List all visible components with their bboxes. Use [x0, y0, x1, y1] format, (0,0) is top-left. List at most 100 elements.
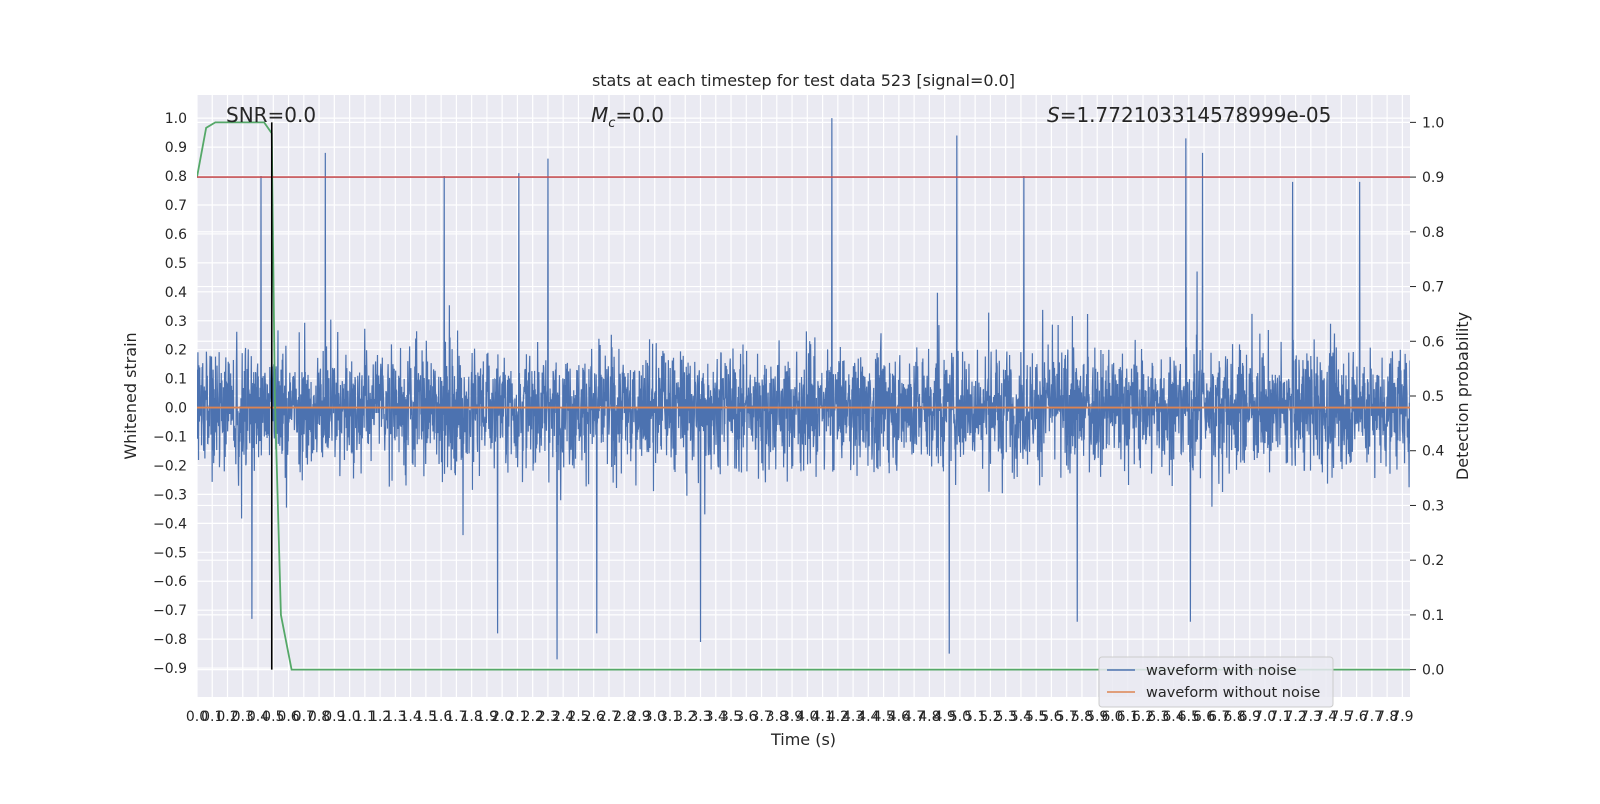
x-tick-label: 3.2 [674, 709, 696, 725]
y2-tick-label: 0.6 [1422, 334, 1444, 350]
annotation-mc-value: =0.0 [615, 103, 664, 127]
x-tick-label: 1.6 [430, 709, 452, 725]
annotation-s-value: =1.772103314578999e-05 [1060, 103, 1332, 127]
x-axis-label: Time (s) [770, 730, 836, 749]
annotation-s-symbol: S [1047, 103, 1060, 127]
x-tick-label: 2.8 [613, 709, 635, 725]
series-waveform-with-noise [197, 118, 1410, 660]
x-tick-label: 0.9 [323, 709, 345, 725]
y-tick-label: −0.8 [153, 632, 187, 648]
x-tick-label: 1.0 [338, 709, 360, 725]
x-tick-label: 7.8 [1376, 709, 1398, 725]
y-tick-label: −0.6 [153, 574, 187, 590]
x-tick-label: 0.4 [247, 709, 269, 725]
x-tick-label: 5.3 [995, 709, 1017, 725]
x-tick-label: 0.6 [277, 709, 299, 725]
x-tick-label: 4.0 [796, 709, 818, 725]
series-line-waveform-with-noise [197, 118, 1410, 660]
y-tick-label: −0.3 [153, 487, 187, 503]
x-tick-label: 4.9 [934, 709, 956, 725]
legend: waveform with noise waveform without noi… [1098, 656, 1334, 708]
x-tick-label: 7.7 [1361, 709, 1383, 725]
x-tick-label: 2.7 [598, 709, 620, 725]
y-tick-label: 0.0 [165, 401, 187, 417]
y2-tick-label: 1.0 [1422, 115, 1444, 131]
x-tick-label: 2.3 [537, 709, 559, 725]
x-tick-label: 0.8 [308, 709, 330, 725]
x-tick-label: 4.4 [857, 709, 879, 725]
x-tick-label: 5.9 [1086, 709, 1108, 725]
detection-probability-line [197, 121, 1410, 671]
x-tick-label: 0.2 [216, 709, 238, 725]
x-tick-label: 5.2 [979, 709, 1001, 725]
axes: 0.00.10.20.30.40.50.60.70.80.91.01.11.21… [153, 111, 1444, 725]
x-tick-label: 4.8 [918, 709, 940, 725]
x-tick-label: 6.4 [1162, 709, 1184, 725]
y-tick-label: −0.7 [153, 603, 187, 619]
legend-entry-waveform-without-noise: waveform without noise [1146, 685, 1320, 701]
annotation-snr: SNR=0.0 [226, 103, 316, 127]
y-tick-label: 0.4 [165, 285, 187, 301]
x-tick-label: 0.3 [232, 709, 254, 725]
x-tick-label: 6.3 [1147, 709, 1169, 725]
y-tick-label: −0.5 [153, 545, 187, 561]
x-tick-label: 2.0 [491, 709, 513, 725]
annotation-chirp-mass: Mc=0.0 [591, 103, 664, 131]
x-tick-label: 2.5 [567, 709, 589, 725]
x-tick-label: 4.2 [827, 709, 849, 725]
overlay-lines [197, 121, 1410, 671]
x-tick-label: 6.1 [1117, 709, 1139, 725]
x-tick-label: 2.4 [552, 709, 574, 725]
x-tick-label: 7.4 [1315, 709, 1337, 725]
y2-tick-label: 0.3 [1422, 498, 1444, 514]
x-tick-label: 3.1 [659, 709, 681, 725]
y-tick-label: 0.8 [165, 169, 187, 185]
x-tick-label: 1.4 [399, 709, 421, 725]
x-tick-label: 2.2 [522, 709, 544, 725]
x-tick-label: 6.8 [1223, 709, 1245, 725]
x-tick-label: 6.9 [1239, 709, 1261, 725]
x-tick-label: 5.0 [949, 709, 971, 725]
y-tick-label: 0.9 [165, 140, 187, 156]
y-axis-label: Whitened strain [121, 332, 140, 459]
x-tick-label: 3.4 [705, 709, 727, 725]
x-tick-label: 7.5 [1330, 709, 1352, 725]
x-tick-label: 1.7 [445, 709, 467, 725]
x-tick-label: 3.9 [781, 709, 803, 725]
x-tick-label: 7.0 [1254, 709, 1276, 725]
y2-tick-label: 0.8 [1422, 225, 1444, 241]
y-tick-label: 0.7 [165, 198, 187, 214]
y2-tick-label: 0.5 [1422, 389, 1444, 405]
x-tick-label: 3.0 [644, 709, 666, 725]
x-tick-label: 4.5 [872, 709, 894, 725]
x-tick-label: 5.4 [1010, 709, 1032, 725]
x-tick-label: 7.3 [1300, 709, 1322, 725]
x-tick-label: 1.8 [461, 709, 483, 725]
x-tick-label: 7.9 [1391, 709, 1413, 725]
x-tick-label: 7.6 [1345, 709, 1367, 725]
x-tick-label: 3.5 [720, 709, 742, 725]
x-tick-label: 3.8 [766, 709, 788, 725]
y-tick-label: 1.0 [165, 111, 187, 127]
x-tick-label: 3.7 [750, 709, 772, 725]
legend-box [1098, 656, 1334, 708]
x-tick-label: 1.1 [354, 709, 376, 725]
y2-tick-label: 0.4 [1422, 444, 1444, 460]
x-tick-label: 2.1 [506, 709, 528, 725]
x-tick-label: 1.5 [415, 709, 437, 725]
x-tick-label: 7.1 [1269, 709, 1291, 725]
x-tick-label: 6.7 [1208, 709, 1230, 725]
x-tick-label: 5.1 [964, 709, 986, 725]
y2-tick-label: 0.1 [1422, 608, 1444, 624]
y-tick-label: −0.1 [153, 430, 187, 446]
x-tick-label: 4.3 [842, 709, 864, 725]
x-tick-label: 0.5 [262, 709, 284, 725]
x-tick-label: 5.5 [1025, 709, 1047, 725]
x-tick-label: 3.6 [735, 709, 757, 725]
y-tick-label: 0.1 [165, 372, 187, 388]
y2-tick-label: 0.0 [1422, 663, 1444, 679]
annotation-mc-subscript: c [608, 116, 615, 131]
x-tick-label: 0.7 [293, 709, 315, 725]
x-tick-label: 3.3 [689, 709, 711, 725]
x-tick-label: 0.0 [186, 709, 208, 725]
